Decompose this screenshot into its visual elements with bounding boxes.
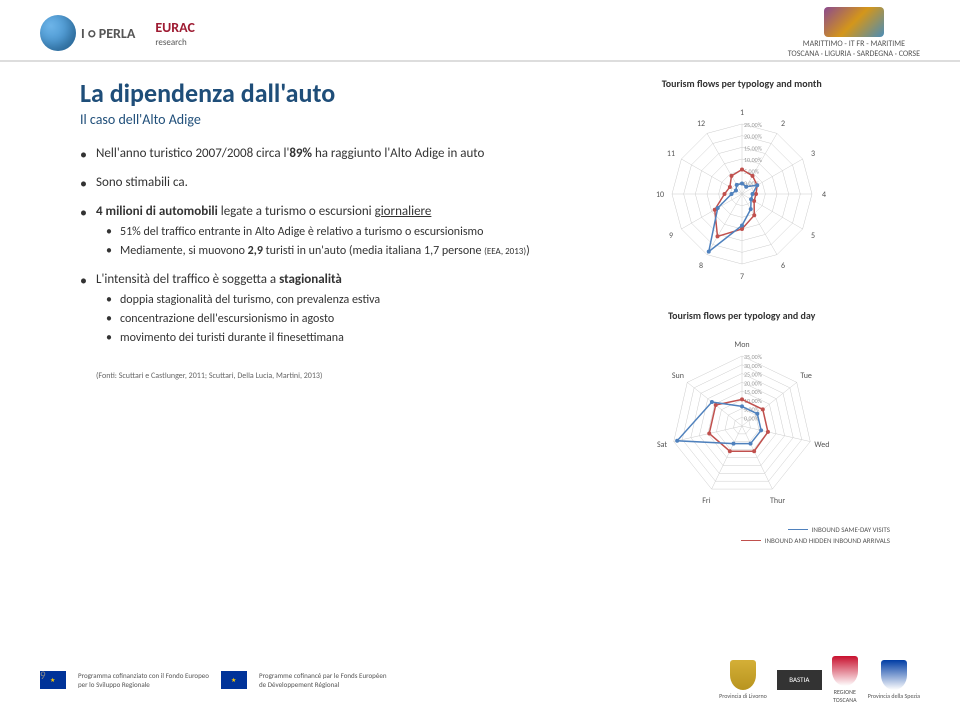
chart2-title: Tourism flows per typology and day: [563, 309, 920, 322]
svg-text:Sat: Sat: [657, 440, 667, 450]
svg-text:7: 7: [740, 272, 744, 282]
shield-label: Provincia della Spezia: [868, 692, 920, 700]
svg-text:10,00%: 10,00%: [744, 156, 763, 164]
sub-bullet: Mediamente, si muovono 2,9 turisti in un…: [96, 244, 543, 258]
radar-chart-day: Mon Tue Wed Thur Fri Sat Sun 35,00%30,00%25,00%…: [627, 326, 857, 516]
header: I ○ PERLA EURAC research MARITTIMO - IT …: [0, 0, 960, 60]
svg-text:25,00%: 25,00%: [744, 371, 763, 379]
eu-text-2: Programme cofinancé par le Fonds Europée…: [259, 671, 387, 689]
svg-text:15,00%: 15,00%: [744, 388, 763, 396]
eu-flag-icon: [221, 671, 247, 689]
svg-text:30,00%: 30,00%: [744, 362, 763, 370]
page-number: 9: [40, 669, 46, 682]
eurac-sub: research: [155, 37, 195, 48]
svg-text:Sun: Sun: [672, 371, 684, 381]
svg-text:6: 6: [781, 261, 785, 271]
page-subtitle: Il caso dell'Alto Adige: [80, 111, 543, 128]
maritime-sub: TOSCANA · LIGURIA · SARDEGNA · CORSE: [788, 49, 920, 59]
page-title: La dipendenza dall'auto: [80, 77, 543, 109]
svg-text:9: 9: [669, 231, 673, 241]
sub-bullet: concentrazione dell'escursionismo in ago…: [96, 312, 543, 326]
content-area: La dipendenza dall'auto Il caso dell'Alt…: [0, 62, 960, 545]
svg-text:8: 8: [699, 261, 703, 271]
svg-text:1: 1: [740, 108, 744, 118]
shield-livorno-icon: [730, 660, 756, 690]
bastia-logo: BASTIA: [777, 670, 822, 690]
svg-text:10,00%: 10,00%: [744, 397, 763, 405]
radar-chart-month: 12345678910111225,00%20,00%15,00%10,00%5…: [627, 94, 857, 294]
sub-bullet: movimento dei turisti durante il fineset…: [96, 331, 543, 345]
chart1-container: Tourism flows per typology and month 123…: [563, 77, 920, 299]
svg-text:25,00%: 25,00%: [744, 121, 763, 129]
svg-text:4: 4: [822, 190, 826, 200]
shield-label: REGIONE TOSCANA: [833, 688, 857, 704]
svg-text:12: 12: [697, 119, 705, 129]
svg-text:5: 5: [811, 231, 815, 241]
legend-line-icon: [741, 540, 761, 542]
svg-text:Fri: Fri: [702, 496, 710, 506]
chart1-title: Tourism flows per typology and month: [563, 77, 920, 90]
svg-text:Wed: Wed: [814, 440, 829, 450]
left-column: La dipendenza dall'auto Il caso dell'Alt…: [80, 77, 543, 545]
svg-text:20,00%: 20,00%: [744, 379, 763, 387]
legend-item: INBOUND SAME-DAY VISITS: [788, 525, 890, 534]
shield-spezia-item: Provincia della Spezia: [868, 660, 920, 700]
maritime-icon: [824, 7, 884, 37]
svg-text:15,00%: 15,00%: [744, 144, 763, 152]
eurac-text: EURAC: [155, 19, 195, 36]
svg-text:11: 11: [667, 149, 675, 159]
footer-eu-block: Programma cofinanziato con il Fondo Euro…: [40, 671, 387, 689]
svg-text:20,00%: 20,00%: [744, 133, 763, 141]
header-left-logos: I ○ PERLA EURAC research: [40, 15, 195, 51]
sub-bullet: doppia stagionalità del turismo, con pre…: [96, 293, 543, 307]
bullet-4: L'intensità del traffico è soggetta a st…: [80, 272, 543, 345]
sub-list-2: doppia stagionalità del turismo, con pre…: [96, 293, 543, 345]
svg-text:3: 3: [811, 149, 815, 159]
shield-label: Provincia di Livorno: [719, 692, 767, 700]
legend-item: INBOUND AND HIDDEN INBOUND ARRIVALS: [741, 536, 890, 545]
shield-toscana-item: REGIONE TOSCANA: [832, 656, 858, 704]
shield-livorno-item: Provincia di Livorno: [719, 660, 767, 700]
svg-text:2: 2: [781, 119, 785, 129]
legend-label: INBOUND SAME-DAY VISITS: [812, 525, 890, 534]
main-bullet-list: Nell'anno turistico 2007/2008 circa l'89…: [80, 146, 543, 345]
svg-text:Thur: Thur: [770, 496, 785, 506]
svg-text:10: 10: [656, 190, 664, 200]
eu-text-1: Programma cofinanziato con il Fondo Euro…: [78, 671, 209, 689]
shield-toscana-icon: [832, 656, 858, 686]
bullet-3: 4 milioni di automobili legate a turismo…: [80, 204, 543, 258]
perla-logo: I ○ PERLA: [40, 15, 135, 51]
svg-text:Mon: Mon: [734, 340, 749, 350]
globe-icon: [40, 15, 76, 51]
shield-spezia-icon: [881, 660, 907, 690]
source-citation: (Fonti: Scuttari e Castlunger, 2011; Scu…: [96, 371, 543, 381]
maritime-logo: MARITTIMO - IT FR - MARITIME TOSCANA · L…: [788, 7, 920, 59]
sub-bullet: 51% del traffico entrante in Alto Adige …: [96, 225, 543, 239]
legend-line-icon: [788, 529, 808, 531]
eurac-logo: EURAC research: [155, 18, 195, 48]
footer-shields: Provincia di Livorno BASTIA REGIONE TOSC…: [719, 656, 920, 704]
bullet-2: Sono stimabili ca.: [80, 175, 543, 190]
chart-legend: INBOUND SAME-DAY VISITS INBOUND AND HIDD…: [563, 525, 920, 545]
bullet-1: Nell'anno turistico 2007/2008 circa l'89…: [80, 146, 543, 161]
maritime-title: MARITTIMO - IT FR - MARITIME: [803, 39, 905, 49]
footer: Programma cofinanziato con il Fondo Euro…: [0, 652, 960, 707]
sub-list-1: 51% del traffico entrante in Alto Adige …: [96, 225, 543, 258]
chart2-container: Tourism flows per typology and day Mon Tu…: [563, 309, 920, 545]
right-column: Tourism flows per typology and month 123…: [563, 77, 920, 545]
svg-text:35,00%: 35,00%: [744, 353, 763, 361]
svg-text:Tue: Tue: [800, 371, 812, 381]
perla-text: I ○ PERLA: [81, 25, 135, 42]
legend-label: INBOUND AND HIDDEN INBOUND ARRIVALS: [765, 536, 890, 545]
